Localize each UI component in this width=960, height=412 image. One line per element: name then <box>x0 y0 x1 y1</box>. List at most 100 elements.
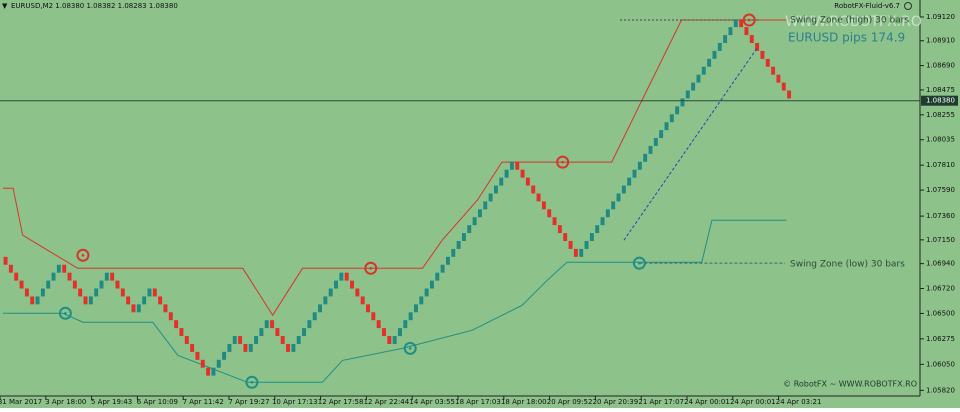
renko-brick <box>200 359 205 368</box>
renko-brick <box>749 35 754 43</box>
renko-brick <box>259 328 264 337</box>
renko-brick <box>760 50 765 59</box>
renko-brick <box>51 272 56 281</box>
renko-brick <box>46 280 51 289</box>
renko-brick <box>408 312 413 321</box>
renko-brick <box>296 336 301 344</box>
renko-brick <box>302 328 307 337</box>
renko-brick <box>600 217 605 226</box>
collapse-icon[interactable]: ▼ <box>2 2 8 10</box>
x-tick-label: 31 Mar 2017 <box>0 398 42 406</box>
renko-brick <box>158 296 163 305</box>
y-tick-label: 1.07810 <box>926 161 955 169</box>
renko-brick <box>120 288 125 297</box>
renko-brick <box>776 74 781 83</box>
copyright: © RobotFX ~ WWW.ROBOTFX.RO <box>783 380 917 389</box>
renko-brick <box>168 312 173 321</box>
renko-brick <box>483 201 488 210</box>
renko-brick <box>701 66 706 75</box>
renko-brick <box>110 272 115 281</box>
renko-brick <box>723 35 728 43</box>
x-tick-label: 5 Apr 19:43 <box>91 398 132 406</box>
renko-brick <box>781 82 786 91</box>
renko-brick <box>232 336 237 344</box>
renko-brick <box>264 320 269 329</box>
renko-brick <box>190 343 195 352</box>
y-tick-label: 1.06050 <box>926 360 955 368</box>
renko-brick <box>504 169 509 178</box>
renko-brick <box>339 272 344 281</box>
renko-brick <box>477 209 482 218</box>
renko-brick <box>206 367 211 376</box>
renko-brick <box>366 304 370 313</box>
renko-brick <box>414 304 418 313</box>
x-tick-label: 10 Apr 17:13 <box>272 398 318 406</box>
renko-brick <box>222 351 227 360</box>
renko-brick <box>126 296 131 305</box>
renko-brick <box>147 288 152 297</box>
y-tick-label: 1.08475 <box>926 86 955 94</box>
y-tick-label: 1.06720 <box>926 285 955 293</box>
renko-brick <box>499 177 504 186</box>
renko-brick <box>94 288 99 297</box>
renko-brick <box>392 336 397 344</box>
renko-brick <box>467 225 472 234</box>
x-tick-label: 18 Apr 18:00 <box>501 398 547 406</box>
swing-low-pivot-dot <box>408 347 412 350</box>
renko-brick <box>376 320 381 329</box>
renko-brick <box>355 288 360 297</box>
x-tick-label: 14 Apr 03:55 <box>409 398 455 406</box>
x-tick-label: 12 Apr 22:44 <box>364 398 410 406</box>
renko-brick <box>78 288 83 297</box>
renko-brick <box>451 248 456 257</box>
renko-brick <box>669 114 674 123</box>
renko-brick <box>787 90 792 99</box>
renko-brick <box>637 161 642 170</box>
renko-brick <box>472 217 477 226</box>
renko-brick <box>3 256 8 265</box>
x-tick-label: 12 Apr 17:58 <box>318 398 364 406</box>
renko-brick <box>515 161 520 170</box>
renko-brick <box>755 42 760 51</box>
swing-high-pivot <box>76 248 90 262</box>
x-tick-label: 7 Apr 19:27 <box>228 398 269 406</box>
renko-brick <box>445 256 450 265</box>
swing-high-line <box>3 19 787 317</box>
x-tick-label: 24 Apr 00:01 <box>684 398 730 406</box>
renko-brick <box>184 336 189 344</box>
renko-brick <box>691 82 696 91</box>
swing-high-pivot <box>742 13 756 27</box>
indicator-name: RobotFX-Fluid-v6.7 <box>834 2 900 10</box>
renko-brick <box>174 320 179 329</box>
renko-brick <box>83 296 88 305</box>
y-tick-label: 1.06940 <box>926 260 955 268</box>
indicator-icon[interactable] <box>904 2 912 10</box>
renko-brick <box>488 193 493 202</box>
renko-brick <box>712 50 717 59</box>
renko-brick <box>14 272 19 281</box>
renko-brick <box>211 367 216 376</box>
x-tick-label: 3 Apr 18:00 <box>45 398 86 406</box>
renko-brick <box>419 296 424 305</box>
renko-brick <box>680 98 685 107</box>
renko-brick <box>627 177 632 186</box>
pips-text: EURUSD pips 174.9 <box>788 31 905 45</box>
renko-brick <box>563 233 568 241</box>
renko-brick <box>291 343 296 352</box>
swing-high-label: Swing Zone (high) 30 bars <box>790 16 909 26</box>
renko-brick <box>328 288 333 297</box>
renko-brick <box>40 288 45 297</box>
renko-brick <box>552 217 557 226</box>
y-tick-label: 1.06275 <box>926 335 955 343</box>
y-tick-label: 1.08690 <box>926 62 955 70</box>
renko-brick <box>195 351 200 360</box>
swing-low-pivot-dot <box>250 381 254 384</box>
swing-low-pivot-dot <box>638 261 641 265</box>
swing-low-pivot <box>245 375 259 389</box>
y-tick-label: 1.07150 <box>926 236 955 244</box>
renko-brick <box>387 336 392 344</box>
renko-brick <box>744 27 749 36</box>
renko-brick <box>707 58 712 67</box>
renko-brick <box>536 193 541 202</box>
renko-brick <box>664 122 669 131</box>
